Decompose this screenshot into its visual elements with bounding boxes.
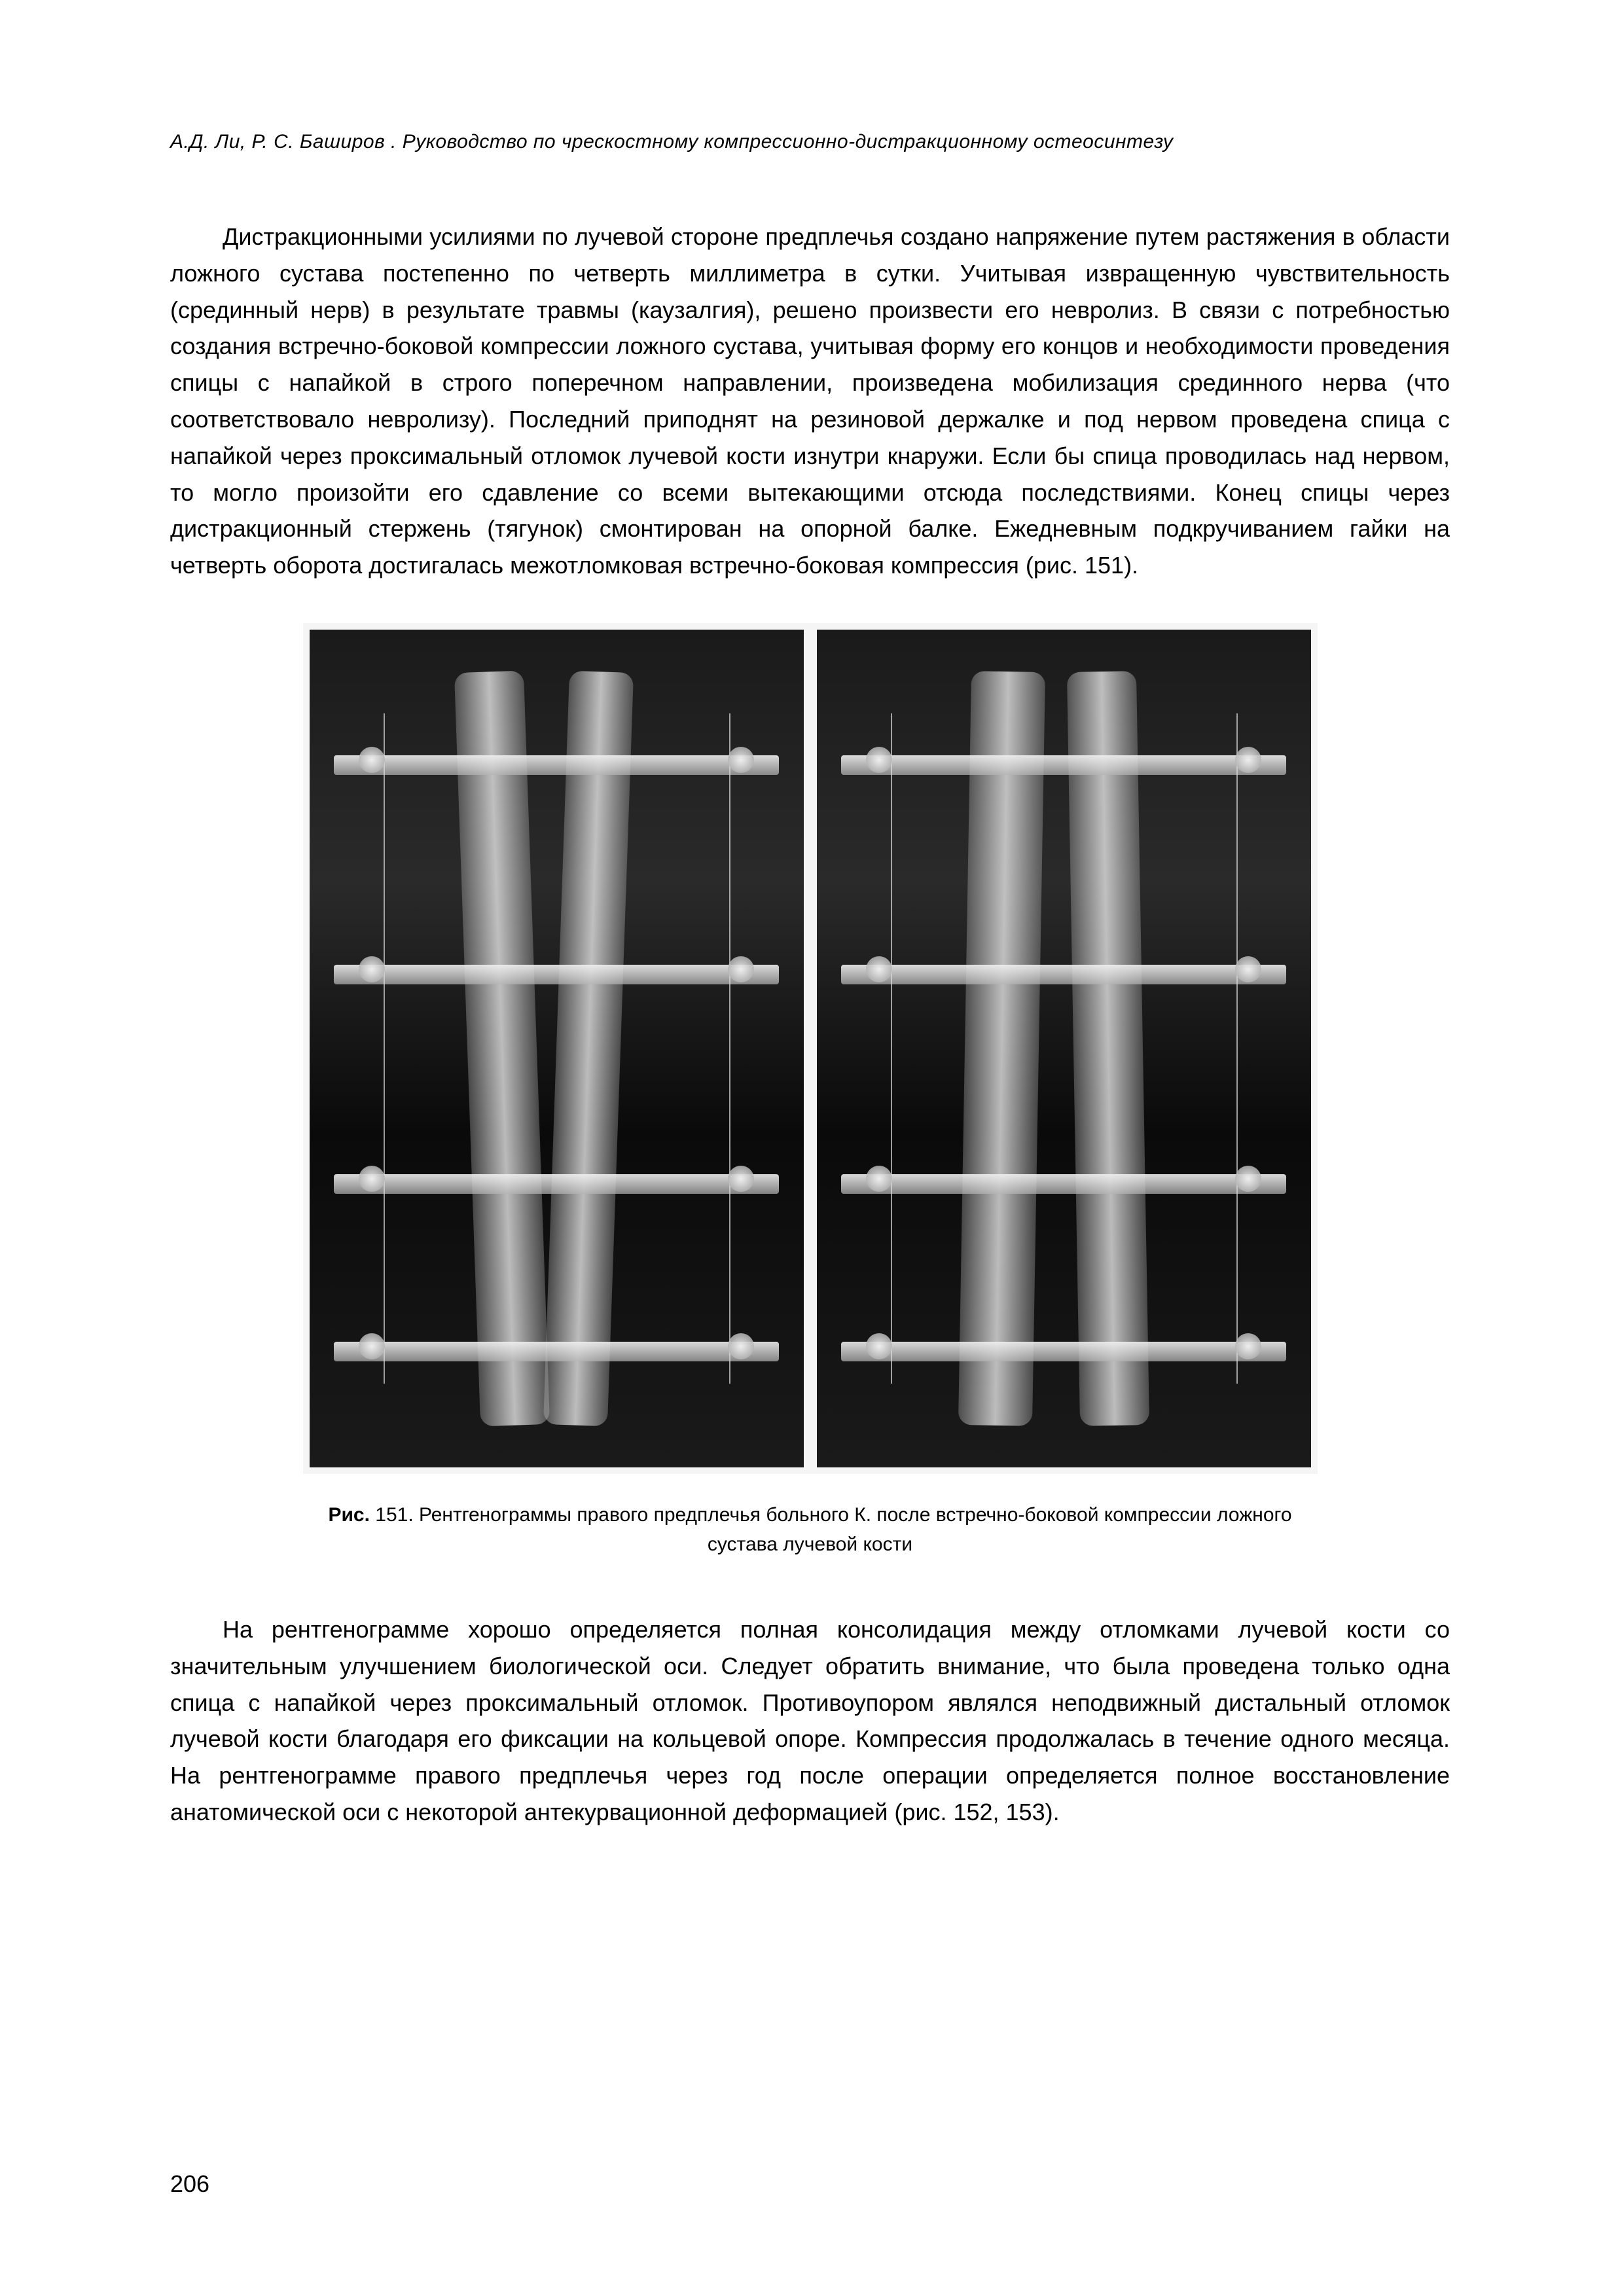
fixator-bolt (866, 956, 892, 982)
fixator-ring (334, 965, 779, 984)
fixator-bolt (728, 747, 754, 773)
fixator-bolt (359, 1333, 385, 1359)
page-number: 206 (170, 2170, 209, 2198)
fixator-ring (841, 755, 1286, 775)
fixator-bolt (359, 1166, 385, 1192)
figure-container (170, 623, 1450, 1474)
figure-caption: Рис. 151. Рентгенограммы правого предпле… (170, 1500, 1450, 1559)
xray-bone (454, 670, 550, 1426)
fixator-bolt (1235, 956, 1261, 982)
fixator-ring (334, 1174, 779, 1194)
fixator-bolt (1235, 1166, 1261, 1192)
fixator-pin (729, 713, 730, 1384)
caption-label-bold: Рис. (328, 1504, 369, 1526)
fixator-ring (841, 1342, 1286, 1361)
fixator-ring (841, 1174, 1286, 1194)
figure-151 (303, 623, 1318, 1474)
fixator-bolt (866, 1166, 892, 1192)
fixator-pin (384, 713, 385, 1384)
fixator-pin (1236, 713, 1238, 1384)
paragraph-1: Дистракционными усилиями по лучевой стор… (170, 219, 1450, 584)
xray-panel-right (817, 630, 1311, 1467)
xray-bone (958, 671, 1045, 1426)
fixator-bolt (1235, 1333, 1261, 1359)
fixator-ring (334, 1342, 779, 1361)
xray-bone (543, 671, 634, 1427)
fixator-ring (841, 965, 1286, 984)
fixator-bolt (866, 747, 892, 773)
paragraph-2: На рентгенограмме хорошо определяется по… (170, 1611, 1450, 1831)
fixator-bolt (728, 956, 754, 982)
fixator-ring (334, 755, 779, 775)
fixator-bolt (728, 1333, 754, 1359)
fixator-pin (891, 713, 892, 1384)
fixator-bolt (359, 956, 385, 982)
fixator-bolt (728, 1166, 754, 1192)
caption-text: 151. Рентгенограммы правого предплечья б… (370, 1504, 1292, 1555)
fixator-bolt (359, 747, 385, 773)
page-header: А.Д. Ли, Р. С. Баширов . Руководство по … (170, 131, 1450, 153)
fixator-bolt (1235, 747, 1261, 773)
fixator-bolt (866, 1333, 892, 1359)
xray-bone (1067, 671, 1149, 1426)
xray-panel-left (310, 630, 804, 1467)
